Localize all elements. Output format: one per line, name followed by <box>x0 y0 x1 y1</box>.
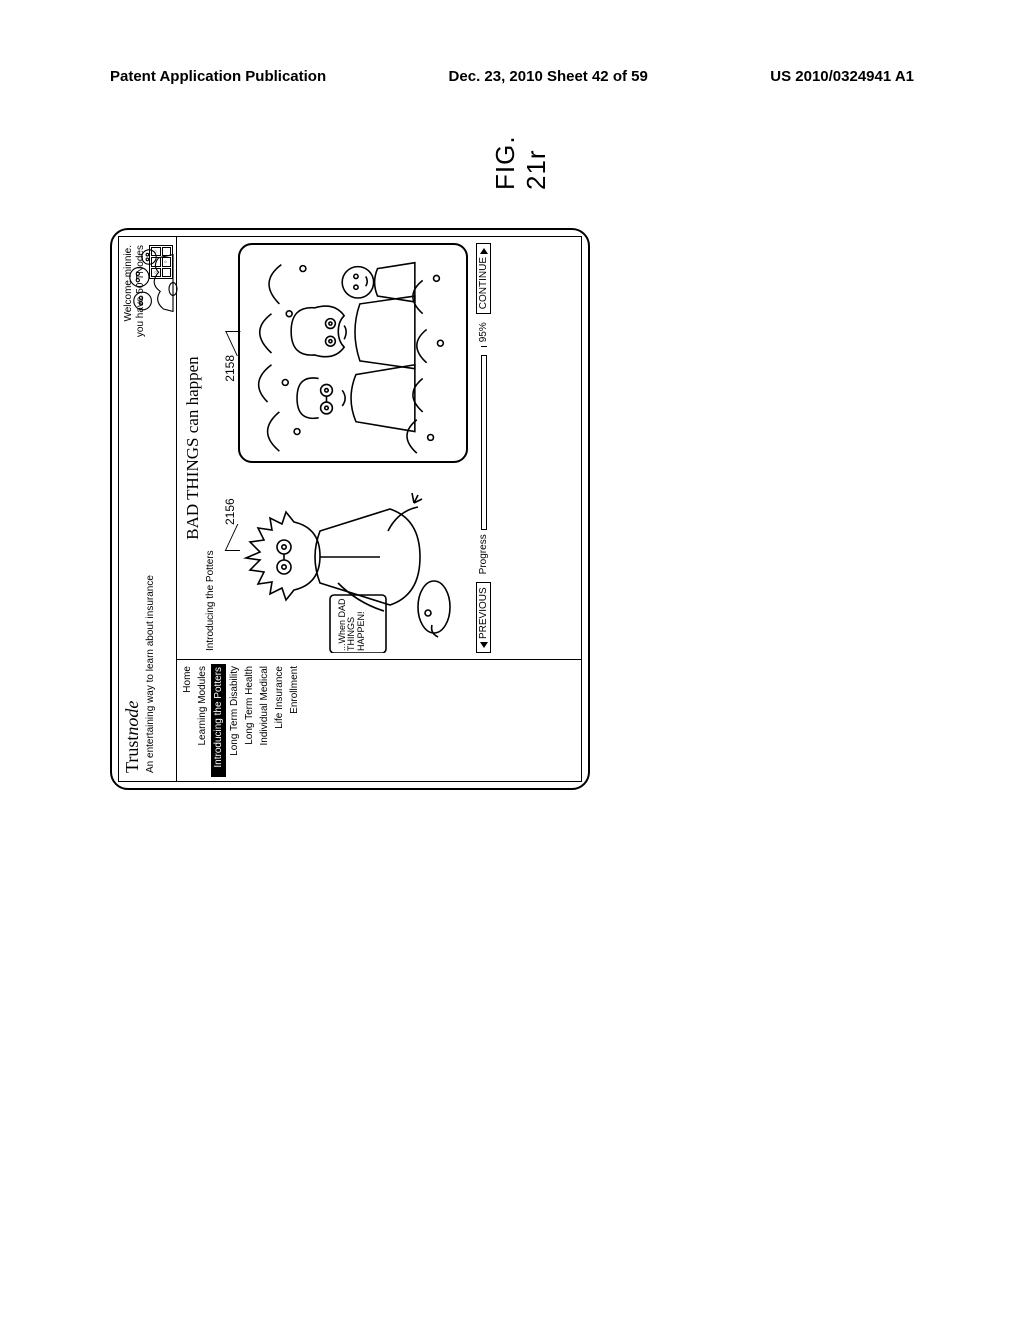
content-bottom-bar: PREVIOUS Progress 95% <box>476 243 491 653</box>
figure-container: Trustnode An entertaining way to learn a… <box>110 150 910 790</box>
nav-introducing-potters[interactable]: Introducing the Potters <box>211 664 226 777</box>
content-panels: ...When DAD THINGS HAPPEN! <box>238 243 468 653</box>
nav-life-insurance[interactable]: Life Insurance <box>273 664 286 777</box>
continue-button[interactable]: CONTINUE <box>476 243 491 314</box>
header-family-cartoon-icon <box>123 241 183 321</box>
nav-enrollment[interactable]: Enrollment <box>288 664 301 777</box>
progress-fill <box>482 347 486 529</box>
brand-name: Trustnode <box>123 575 143 773</box>
nav-long-term-disability[interactable]: Long Term Disability <box>228 664 241 777</box>
browser-frame: Trustnode An entertaining way to learn a… <box>110 228 590 790</box>
nav-home[interactable]: Home <box>181 664 194 777</box>
content-sub-label: Introducing the Potters <box>205 243 216 651</box>
header-center: Dec. 23, 2010 Sheet 42 of 59 <box>449 68 648 85</box>
speech-bubble-text: ...When DAD THINGS HAPPEN! <box>338 595 366 651</box>
brand-italic: node <box>122 701 142 736</box>
progress-wrap: Progress 95% <box>478 322 489 574</box>
progress-remaining <box>481 347 487 356</box>
triangle-right-icon <box>480 248 488 254</box>
header-left: Patent Application Publication <box>110 68 326 85</box>
family-photo-icon <box>240 245 466 461</box>
content-area: BAD THINGS can happen Introducing the Po… <box>177 237 581 659</box>
progress-label: Progress <box>478 534 489 574</box>
presenter-panel: ...When DAD THINGS HAPPEN! <box>238 473 468 653</box>
brand-plain: Trust <box>122 736 142 773</box>
previous-button[interactable]: PREVIOUS <box>476 582 491 653</box>
header-right: US 2010/0324941 A1 <box>770 68 914 85</box>
nav-long-term-health[interactable]: Long Term Health <box>243 664 256 777</box>
continue-label: CONTINUE <box>478 257 489 309</box>
previous-label: PREVIOUS <box>478 587 489 639</box>
progress-percent: 95% <box>478 322 489 342</box>
patent-page-header: Patent Application Publication Dec. 23, … <box>110 68 914 85</box>
app-body: Home Learning Modules Introducing the Po… <box>177 237 581 781</box>
reference-2156: 2156 <box>223 498 237 525</box>
brand-block: Trustnode An entertaining way to learn a… <box>123 575 156 773</box>
content-headline: BAD THINGS can happen <box>183 243 203 653</box>
figure-label: FIG. 21r <box>490 135 552 190</box>
nav-individual-medical[interactable]: Individual Medical <box>258 664 271 777</box>
nav-learning-modules[interactable]: Learning Modules <box>196 664 209 777</box>
progress-bar <box>481 346 487 530</box>
brand-tagline: An entertaining way to learn about insur… <box>145 575 156 773</box>
reference-2158: 2158 <box>223 355 237 382</box>
family-photo-panel <box>238 243 468 463</box>
triangle-left-icon <box>480 642 488 648</box>
rotated-figure: Trustnode An entertaining way to learn a… <box>110 190 910 790</box>
app-window: Trustnode An entertaining way to learn a… <box>118 236 582 782</box>
sidebar-nav: Home Learning Modules Introducing the Po… <box>177 659 581 781</box>
